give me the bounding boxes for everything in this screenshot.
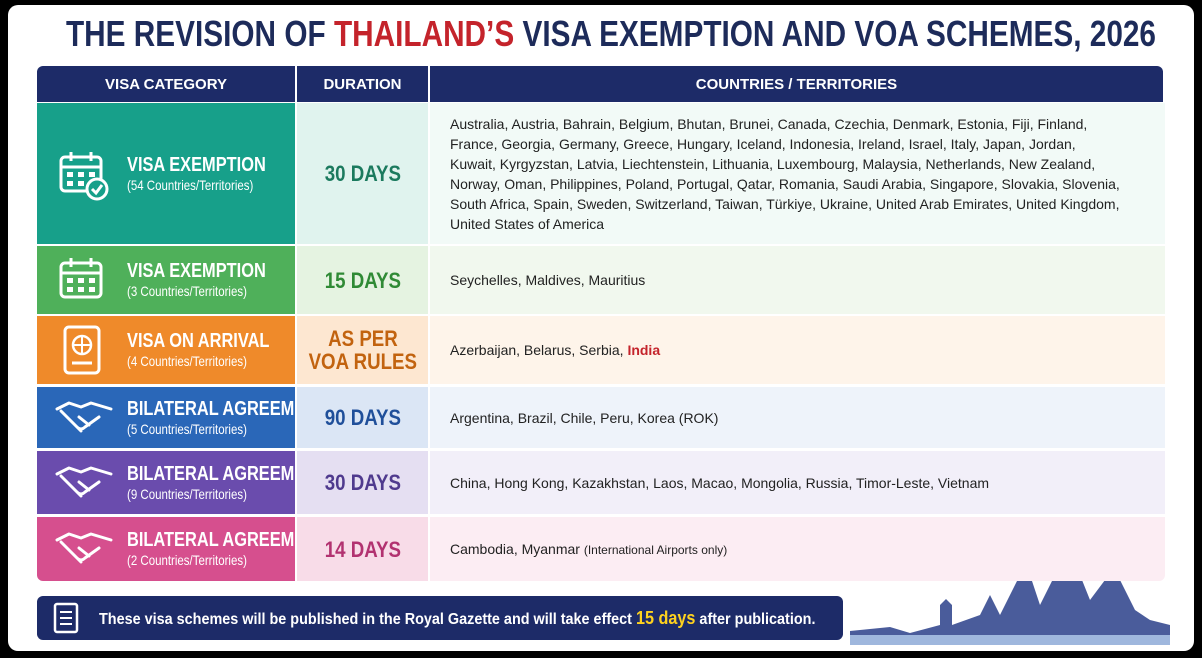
duration-cell: 30 DAYS bbox=[297, 103, 428, 244]
category-icon bbox=[63, 325, 101, 375]
column-header: DURATION bbox=[297, 66, 428, 102]
category-count: (3 Countries/Territories) bbox=[127, 283, 247, 299]
footer-text: These visa schemes will be published in … bbox=[99, 608, 815, 629]
category-count: (9 Countries/Territories) bbox=[127, 485, 247, 502]
title: THE REVISION OF THAILAND’S VISA EXEMPTIO… bbox=[66, 13, 1156, 54]
category-count: (5 Countries/Territories) bbox=[127, 420, 247, 437]
countries-text: China, Hong Kong, Kazakhstan, Laos, Maca… bbox=[450, 473, 989, 493]
countries-note: India bbox=[627, 342, 661, 358]
category-text: VISA EXEMPTION (54 Countries/Territories) bbox=[127, 154, 266, 194]
category-cell: BILATERAL AGREEMENTS (5 Countries/Territo… bbox=[37, 387, 338, 448]
duration-cell: 90 DAYS bbox=[297, 387, 428, 448]
duration-text: 30 DAYS bbox=[324, 470, 401, 495]
category-text: BILATERAL AGREEMENTS (9 Countries/Territo… bbox=[127, 463, 338, 503]
countries-cell: Australia, Austria, Bahrain, Belgium, Bh… bbox=[430, 103, 1165, 244]
countries-text: Azerbaijan, Belarus, Serbia, India bbox=[450, 340, 660, 360]
category-icon bbox=[55, 532, 113, 564]
duration-cell: 30 DAYS bbox=[297, 451, 428, 514]
category-cell: VISA EXEMPTION (54 Countries/Territories) bbox=[37, 103, 295, 244]
countries-list: Azerbaijan, Belarus, Serbia, bbox=[450, 342, 628, 358]
category-name: VISA ON ARRIVAL bbox=[127, 330, 270, 352]
countries-cell: Azerbaijan, Belarus, Serbia, India bbox=[430, 316, 1165, 384]
category-cell: VISA EXEMPTION (3 Countries/Territories) bbox=[37, 246, 295, 314]
footer-note: These visa schemes will be published in … bbox=[37, 596, 843, 640]
countries-text: Argentina, Brazil, Chile, Peru, Korea (R… bbox=[450, 408, 718, 428]
category-icon bbox=[55, 466, 113, 497]
countries-cell: Cambodia, Myanmar (International Airport… bbox=[430, 517, 1165, 581]
category-name: VISA EXEMPTION bbox=[127, 260, 266, 282]
duration-text: 90 DAYS bbox=[324, 405, 401, 430]
countries-cell: China, Hong Kong, Kazakhstan, Laos, Maca… bbox=[430, 451, 1165, 514]
countries-note: (International Airports only) bbox=[583, 542, 728, 557]
duration-text: AS PER bbox=[327, 326, 398, 351]
countries-text: Cambodia, Myanmar (International Airport… bbox=[450, 539, 727, 560]
skyline bbox=[850, 540, 1170, 645]
category-icon bbox=[55, 401, 113, 432]
footer-icon bbox=[53, 602, 79, 634]
category-text: VISA EXEMPTION (3 Countries/Territories) bbox=[127, 260, 266, 300]
category-icon bbox=[59, 151, 109, 200]
duration-cell: AS PER VOA RULES bbox=[297, 316, 428, 384]
column-header: COUNTRIES / TERRITORIES bbox=[430, 66, 1163, 102]
category-count: (54 Countries/Territories) bbox=[127, 176, 254, 193]
category-name: BILATERAL AGREEMENTS bbox=[127, 397, 339, 420]
duration-text: 14 DAYS bbox=[324, 536, 401, 562]
duration-cell: 15 DAYS bbox=[297, 246, 428, 314]
title-part: VISA EXEMPTION AND VOA SCHEMES, 2026 bbox=[514, 13, 1156, 54]
countries-cell: Argentina, Brazil, Chile, Peru, Korea (R… bbox=[430, 387, 1165, 448]
countries-list: Cambodia, Myanmar bbox=[450, 540, 584, 557]
category-text: BILATERAL AGREEMENTS (5 Countries/Territo… bbox=[127, 398, 338, 438]
category-name: BILATERAL AGREEMENTS bbox=[127, 462, 339, 485]
category-cell: VISA ON ARRIVAL (4 Countries/Territories) bbox=[37, 316, 295, 384]
column-header: VISA CATEGORY bbox=[37, 66, 295, 102]
category-name: BILATERAL AGREEMENTS bbox=[127, 529, 339, 551]
duration-text: 15 DAYS bbox=[324, 267, 401, 293]
category-icon bbox=[59, 258, 103, 299]
countries-list: China, Hong Kong, Kazakhstan, Laos, Maca… bbox=[450, 474, 990, 491]
countries-text: Seychelles, Maldives, Mauritius bbox=[450, 270, 645, 290]
footer-highlight: 15 days bbox=[635, 607, 696, 628]
countries-text: Australia, Austria, Bahrain, Belgium, Bh… bbox=[450, 114, 1125, 234]
footer-part: after publication. bbox=[695, 610, 816, 628]
title-svg: THE REVISION OF THAILAND’S VISA EXEMPTIO… bbox=[66, 13, 1156, 54]
category-count: (2 Countries/Territories) bbox=[127, 552, 247, 568]
category-cell: BILATERAL AGREEMENTS (2 Countries/Territo… bbox=[37, 517, 338, 581]
title-part: THE REVISION OF bbox=[66, 13, 334, 54]
countries-list: Argentina, Brazil, Chile, Peru, Korea (R… bbox=[450, 409, 719, 426]
countries-cell: Seychelles, Maldives, Mauritius bbox=[430, 246, 1165, 314]
duration-text: 30 DAYS bbox=[324, 161, 401, 186]
category-count: (4 Countries/Territories) bbox=[127, 353, 247, 369]
category-text: BILATERAL AGREEMENTS (2 Countries/Territo… bbox=[127, 529, 338, 569]
countries-list: Seychelles, Maldives, Mauritius bbox=[450, 272, 646, 288]
category-cell: BILATERAL AGREEMENTS (9 Countries/Territo… bbox=[37, 451, 338, 514]
footer-part: These visa schemes will be published in … bbox=[99, 610, 636, 628]
duration-cell: 14 DAYS bbox=[297, 517, 428, 581]
category-name: VISA EXEMPTION bbox=[127, 153, 266, 176]
countries-list: Australia, Austria, Bahrain, Belgium, Bh… bbox=[450, 115, 1120, 232]
duration-text: VOA RULES bbox=[308, 349, 417, 374]
title-highlight: THAILAND’S bbox=[334, 13, 514, 54]
category-text: VISA ON ARRIVAL (4 Countries/Territories) bbox=[127, 330, 269, 370]
